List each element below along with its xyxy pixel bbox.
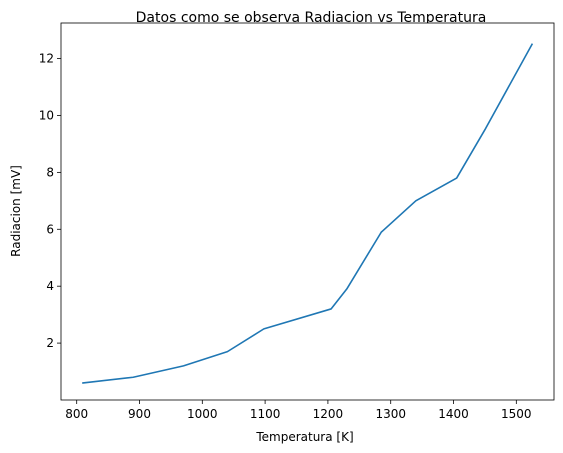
x-tick-label: 1500 — [501, 407, 532, 421]
y-tick-label: 6 — [46, 222, 54, 236]
x-tick-label: 1100 — [250, 407, 281, 421]
series-line — [82, 43, 534, 384]
y-axis-label: Radiacion [mV] — [9, 165, 23, 257]
y-tick-label: 10 — [39, 108, 54, 122]
x-tick-label: 1000 — [187, 407, 218, 421]
x-tick-label: 1200 — [313, 407, 344, 421]
chart-title: Datos como se observa Radiacion vs Tempe… — [136, 10, 487, 26]
x-tick-label: 900 — [128, 407, 151, 421]
y-tick-label: 2 — [46, 336, 54, 350]
series-layer — [82, 43, 534, 384]
plot-frame — [60, 22, 555, 401]
y-tick-label: 12 — [39, 52, 54, 66]
y-tick-label: 8 — [46, 165, 54, 179]
x-tick-label: 1300 — [375, 407, 406, 421]
x-axis-label: Temperatura [K] — [255, 430, 353, 444]
x-tick-label: 800 — [65, 407, 88, 421]
plot-area — [61, 23, 554, 400]
plot-background — [61, 23, 554, 400]
x-axis-ticks: 800 900 1000 1100 1200 1300 1400 1500 — [65, 400, 532, 421]
y-axis-ticks: 2 4 6 8 10 12 — [39, 52, 61, 350]
y-tick-label: 4 — [46, 279, 54, 293]
x-tick-label: 1400 — [438, 407, 469, 421]
